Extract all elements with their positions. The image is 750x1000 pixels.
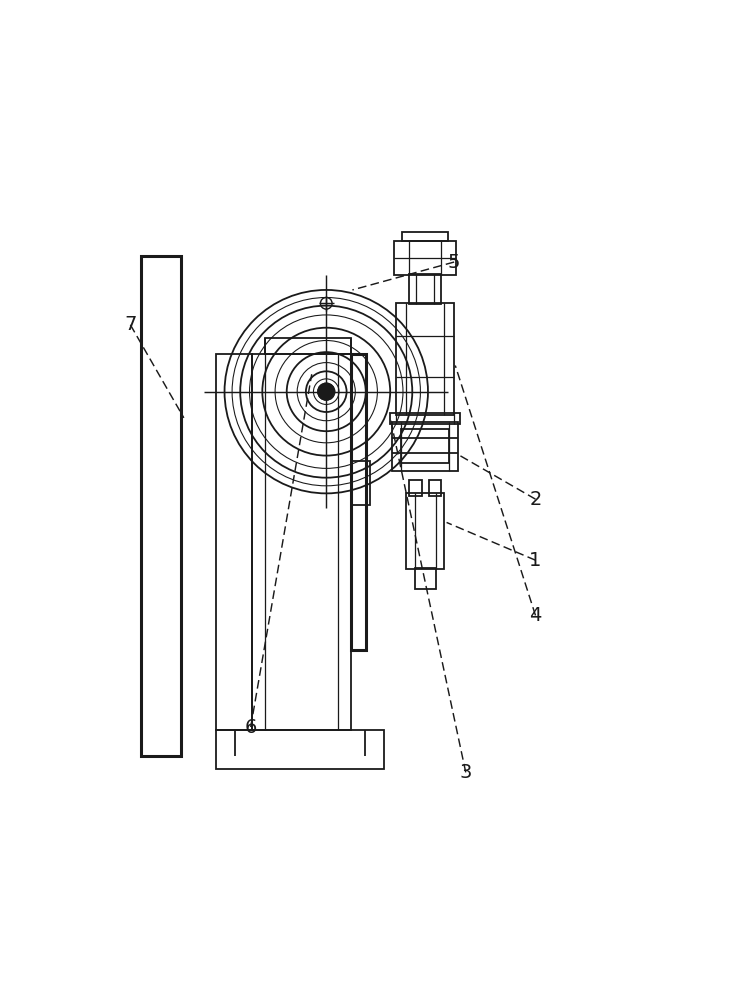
Bar bbox=[400, 429, 449, 463]
Bar bbox=[351, 354, 366, 650]
Circle shape bbox=[319, 384, 334, 399]
Text: 6: 6 bbox=[244, 718, 256, 737]
Bar bbox=[396, 303, 454, 415]
Bar bbox=[253, 354, 351, 730]
Bar bbox=[415, 568, 436, 589]
Bar bbox=[351, 461, 370, 505]
Text: 5: 5 bbox=[448, 253, 460, 272]
Bar bbox=[390, 413, 460, 424]
Text: 7: 7 bbox=[124, 315, 136, 334]
Text: 2: 2 bbox=[530, 490, 542, 509]
Text: 3: 3 bbox=[460, 763, 472, 782]
Text: 4: 4 bbox=[530, 606, 542, 625]
Bar bbox=[402, 232, 448, 241]
Bar bbox=[266, 338, 351, 354]
Bar bbox=[142, 256, 181, 756]
Circle shape bbox=[319, 384, 334, 399]
Bar bbox=[406, 493, 444, 569]
Text: 1: 1 bbox=[530, 551, 542, 570]
Bar bbox=[409, 480, 422, 496]
Bar bbox=[394, 241, 456, 275]
Bar bbox=[410, 274, 441, 304]
Bar bbox=[216, 354, 253, 730]
Bar bbox=[428, 480, 441, 496]
Bar bbox=[216, 730, 384, 769]
Bar bbox=[392, 422, 458, 471]
